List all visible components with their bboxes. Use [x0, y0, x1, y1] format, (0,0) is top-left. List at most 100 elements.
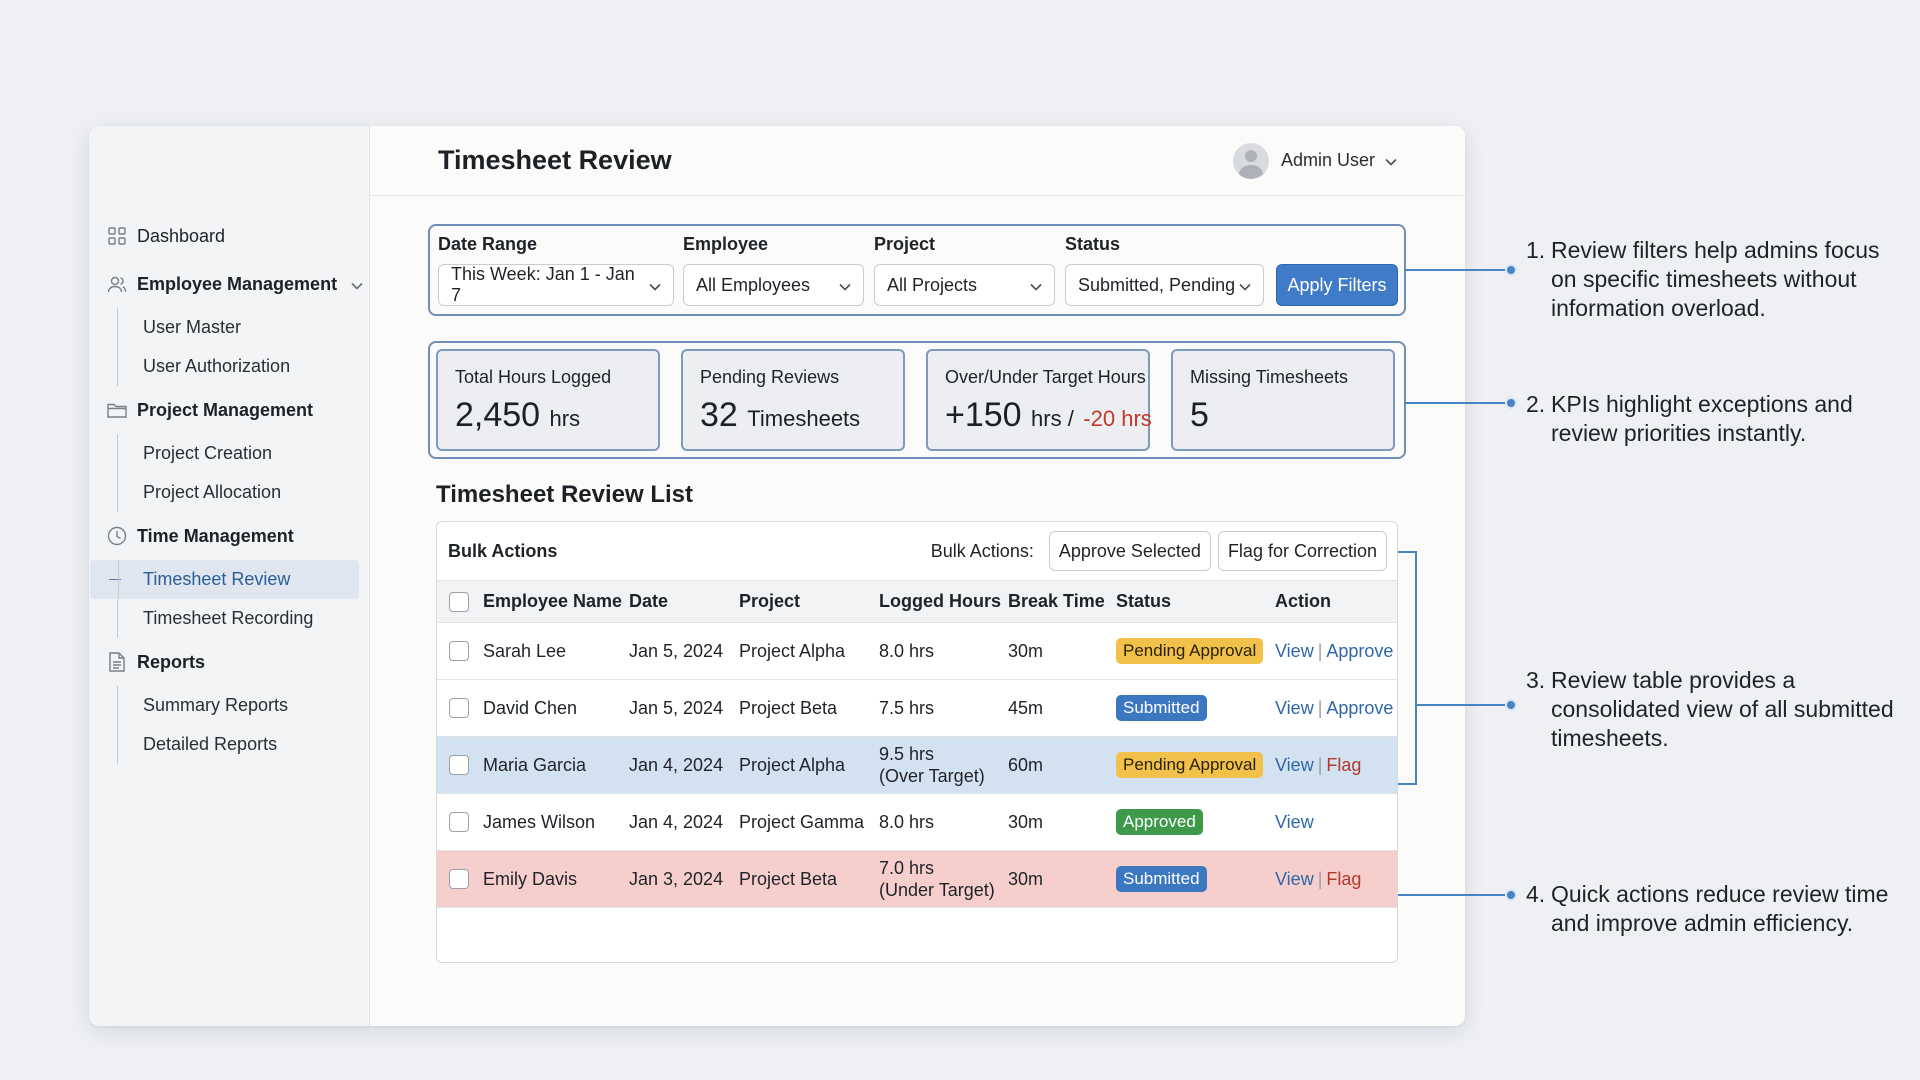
main-content: Timesheet Review Admin User Date Range T… [370, 126, 1465, 1026]
status-badge: Submitted [1116, 866, 1207, 892]
row-checkbox[interactable] [449, 812, 469, 832]
annotation-number: 1. [1526, 237, 1546, 263]
chevron-down-icon [1030, 275, 1042, 296]
kpi-total-hours: Total Hours Logged 2,450 hrs [436, 349, 660, 451]
view-link[interactable]: View [1275, 811, 1314, 832]
apply-filters-button[interactable]: Apply Filters [1276, 264, 1398, 306]
chevron-down-icon [1239, 275, 1251, 296]
flag-correction-button[interactable]: Flag for Correction [1217, 531, 1387, 571]
user-name: Admin User [1280, 150, 1375, 170]
kpi-pending-value-row: 32 Timesheets [700, 396, 903, 435]
row-hours-note: (Under Target) [879, 880, 995, 900]
employee-name: Sarah Lee [483, 640, 567, 661]
annotation-connector [1405, 402, 1510, 404]
chevron-down-icon [351, 274, 363, 295]
table-header-row: Employee Name Date Project Logged Hours … [437, 581, 1397, 623]
flag-link[interactable]: Flag [1326, 868, 1362, 889]
row-date: Jan 5, 2024 [629, 640, 724, 661]
status-badge: Approved [1116, 809, 1203, 835]
col-break-time[interactable]: Break Time [1008, 591, 1105, 611]
row-hours: 9.5 hrs [879, 744, 935, 764]
view-link[interactable]: View [1275, 640, 1314, 661]
kpi-target-hours: Over/Under Target Hours +150 hrs / -20 h… [926, 349, 1152, 451]
col-logged-hours[interactable]: Logged Hours [879, 591, 1001, 611]
col-employee-name[interactable]: Employee Name [483, 591, 623, 611]
row-checkbox[interactable] [449, 755, 469, 775]
nav-user-authorization[interactable]: User Authorization [118, 347, 369, 386]
action-separator: | [1317, 697, 1323, 718]
view-link[interactable]: View [1275, 754, 1314, 775]
row-date: Jan 3, 2024 [629, 868, 724, 889]
row-checkbox[interactable] [449, 641, 469, 661]
flag-link[interactable]: Flag [1326, 754, 1362, 775]
nav-project-management[interactable]: Project Management [89, 386, 369, 434]
status-select[interactable]: Submitted, Pending [1065, 264, 1264, 306]
row-hours-note: (Over Target) [879, 766, 985, 786]
annotation-text: KPIs highlight exceptions and review pri… [1551, 391, 1853, 446]
table-row: Sarah Lee Jan 5, 2024 Project Alpha 8.0 … [437, 623, 1397, 680]
folder-icon [107, 400, 127, 420]
select-all-checkbox[interactable] [449, 591, 469, 612]
project-submenu: Project Creation Project Allocation [117, 434, 369, 512]
row-actions: View | Approve [1275, 641, 1393, 662]
grid-icon [107, 226, 127, 246]
kpi-pending-label: Pending Reviews [700, 367, 840, 387]
view-link[interactable]: View [1275, 868, 1314, 889]
employee-value: All Employees [696, 274, 811, 295]
col-date[interactable]: Date [629, 591, 669, 611]
nav-dashboard[interactable]: Dashboard [89, 212, 369, 260]
date-range-label: Date Range [438, 234, 538, 254]
approve-link[interactable]: Approve [1326, 697, 1394, 718]
nav-detailed-reports[interactable]: Detailed Reports [118, 725, 369, 764]
nav-summary-reports[interactable]: Summary Reports [118, 686, 369, 725]
page-title: Timesheet Review [438, 145, 672, 175]
nav-timesheet-review[interactable]: Timesheet Review [90, 560, 359, 599]
nav-employee-management[interactable]: Employee Management [89, 260, 369, 308]
kpi-pending-reviews: Pending Reviews 32 Timesheets [681, 349, 905, 451]
nav-project-creation-label: Project Creation [143, 443, 273, 463]
nav-user-master-label: User Master [143, 317, 242, 337]
annotation-connector [1415, 704, 1510, 706]
row-hours-cell: 9.5 hrs (Over Target) [879, 743, 985, 787]
annotation-text: Review table provides a consolidated vie… [1551, 667, 1894, 751]
kpi-total-value-row: 2,450 hrs [455, 396, 658, 435]
nav-project-allocation[interactable]: Project Allocation [118, 473, 369, 512]
approve-selected-button[interactable]: Approve Selected [1048, 531, 1211, 571]
row-break: 30m [1008, 868, 1044, 889]
row-project: Project Beta [739, 868, 838, 889]
avatar [1232, 142, 1269, 179]
nav-reports[interactable]: Reports [89, 638, 369, 686]
annotation-dot [1505, 699, 1517, 711]
nav-project-creation[interactable]: Project Creation [118, 434, 369, 473]
row-hours-cell: 7.0 hrs (Under Target) [879, 857, 995, 901]
row-checkbox[interactable] [449, 869, 469, 889]
annotation-connector [1405, 269, 1510, 271]
nav-time-management[interactable]: Time Management [89, 512, 369, 560]
nav-user-master[interactable]: User Master [118, 308, 369, 347]
project-select[interactable]: All Projects [874, 264, 1055, 306]
row-break: 45m [1008, 697, 1044, 718]
sidebar: Dashboard Employee Management User Maste… [89, 126, 370, 1026]
nav-project-allocation-label: Project Allocation [143, 482, 282, 502]
row-date: Jan 4, 2024 [629, 811, 724, 832]
col-project[interactable]: Project [739, 591, 801, 611]
kpi-missing-timesheets: Missing Timesheets 5 [1171, 349, 1395, 451]
table-row: James Wilson Jan 4, 2024 Project Gamma 8… [437, 794, 1397, 851]
annotation-bracket-bottom [1398, 783, 1417, 785]
view-link[interactable]: View [1275, 697, 1314, 718]
time-submenu: Timesheet Review Timesheet Recording [90, 560, 369, 638]
annotation-number: 2. [1526, 391, 1546, 417]
col-status[interactable]: Status [1116, 591, 1172, 611]
employee-select[interactable]: All Employees [683, 264, 864, 306]
approve-link[interactable]: Approve [1326, 640, 1394, 661]
row-checkbox[interactable] [449, 698, 469, 718]
nav-timesheet-recording[interactable]: Timesheet Recording [118, 599, 369, 638]
date-range-select[interactable]: This Week: Jan 1 - Jan 7 [438, 264, 674, 306]
users-icon [107, 274, 127, 294]
chevron-down-icon [649, 275, 661, 296]
timesheet-table: Bulk Actions Bulk Actions: Approve Selec… [436, 521, 1398, 963]
nav-dashboard-label: Dashboard [137, 225, 226, 246]
user-menu[interactable]: Admin User [1232, 142, 1397, 179]
action-separator: | [1317, 868, 1323, 889]
annotation-number: 4. [1526, 881, 1546, 907]
